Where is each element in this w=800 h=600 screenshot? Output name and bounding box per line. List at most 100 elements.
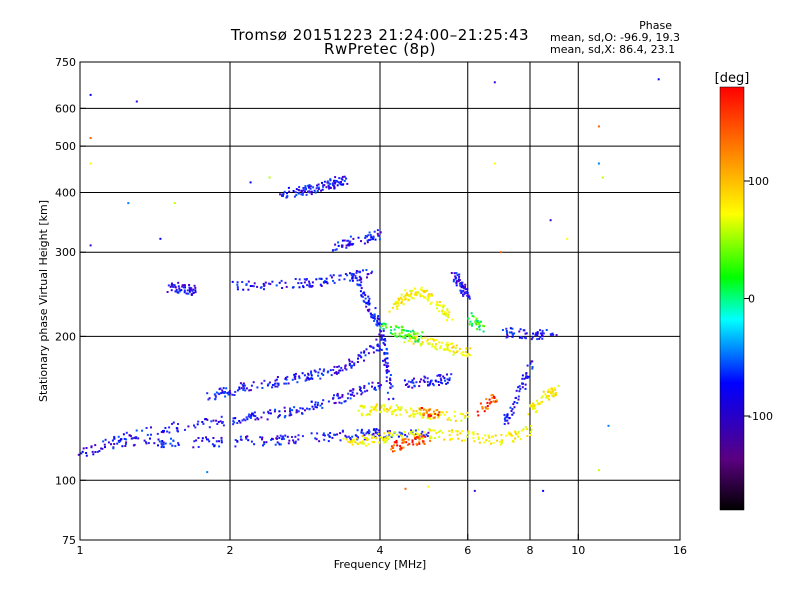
echo-point <box>404 433 407 436</box>
echo-point <box>297 434 300 437</box>
echo-point <box>91 450 94 453</box>
echo-point <box>466 355 469 358</box>
echo-point <box>388 310 391 313</box>
echo-point <box>507 335 509 338</box>
echo-point <box>365 437 368 440</box>
echo-point <box>341 183 344 186</box>
echo-point <box>256 386 259 389</box>
echo-point <box>381 322 384 325</box>
echo-point <box>301 407 304 410</box>
echo-point <box>536 332 539 335</box>
echo-point <box>359 405 362 408</box>
echo-point <box>175 288 178 291</box>
echo-point <box>431 338 434 341</box>
echo-point <box>519 328 522 331</box>
echo-point <box>289 409 292 412</box>
echo-point <box>423 291 426 294</box>
echo-point <box>285 196 288 199</box>
echo-point <box>383 338 386 341</box>
echo-point <box>441 411 444 414</box>
echo-point <box>607 424 610 427</box>
echo-point <box>540 401 543 404</box>
y-tick-label: 750 <box>55 56 76 69</box>
echo-point <box>359 441 362 444</box>
echo-point <box>505 327 508 330</box>
echo-point <box>534 411 537 414</box>
echo-point <box>307 191 310 193</box>
echo-point <box>526 376 529 379</box>
echo-point <box>359 290 362 293</box>
echo-point <box>494 434 497 437</box>
echo-point <box>333 433 336 436</box>
echo-point <box>298 375 301 378</box>
echo-point <box>433 416 436 419</box>
echo-point <box>555 334 558 337</box>
echo-point <box>345 177 348 180</box>
echo-point <box>506 414 509 417</box>
echo-point <box>360 356 363 359</box>
echo-point <box>389 378 391 381</box>
echo-point <box>346 397 349 400</box>
echo-point <box>422 441 425 444</box>
echo-point <box>542 332 545 335</box>
echo-point <box>218 393 221 396</box>
echo-point <box>282 193 285 196</box>
echo-point <box>403 441 406 444</box>
echo-point <box>525 372 528 375</box>
echo-point <box>289 412 292 415</box>
echo-point <box>522 329 525 332</box>
echo-point <box>426 435 429 437</box>
echo-point <box>345 438 348 441</box>
echo-point <box>379 410 382 413</box>
echo-point <box>207 398 210 401</box>
echo-point <box>400 301 403 303</box>
echo-point <box>432 413 435 415</box>
echo-point <box>386 391 389 394</box>
echo-point <box>461 353 464 356</box>
echo-point <box>334 243 337 246</box>
echo-point <box>450 431 453 434</box>
echo-point <box>421 294 424 297</box>
echo-point <box>448 434 451 437</box>
echo-point <box>518 385 521 388</box>
echo-point <box>306 284 309 287</box>
echo-point <box>455 344 458 347</box>
echo-point <box>376 229 379 232</box>
echo-point <box>178 290 181 293</box>
echo-point <box>317 183 320 186</box>
echo-point <box>522 428 525 431</box>
echo-point <box>273 410 276 413</box>
echo-point <box>243 387 246 390</box>
echo-point <box>319 377 322 380</box>
echo-point <box>456 430 459 433</box>
echo-point <box>505 415 508 418</box>
echo-point <box>511 408 514 411</box>
echo-point <box>394 302 397 305</box>
echo-point <box>461 290 464 293</box>
echo-point <box>340 244 343 247</box>
echo-point <box>239 421 242 424</box>
echo-point <box>435 348 438 351</box>
echo-point <box>369 345 372 348</box>
echo-point <box>455 351 458 354</box>
echo-point <box>315 187 318 190</box>
echo-point <box>511 327 514 330</box>
echo-point <box>308 378 311 381</box>
echo-point <box>377 234 380 237</box>
echo-point <box>333 179 336 182</box>
echo-point <box>403 430 406 433</box>
echo-point <box>427 383 430 386</box>
echo-point <box>394 441 397 444</box>
echo-point <box>344 364 347 367</box>
echo-point <box>434 379 437 382</box>
echo-point <box>467 432 470 435</box>
echo-point <box>248 413 251 416</box>
echo-point <box>380 334 383 337</box>
echo-point <box>529 431 532 433</box>
echo-point <box>458 273 461 276</box>
echo-point <box>412 430 415 433</box>
echo-point <box>328 186 331 189</box>
echo-point <box>404 337 407 340</box>
echo-point <box>193 424 195 427</box>
echo-point <box>455 276 457 279</box>
